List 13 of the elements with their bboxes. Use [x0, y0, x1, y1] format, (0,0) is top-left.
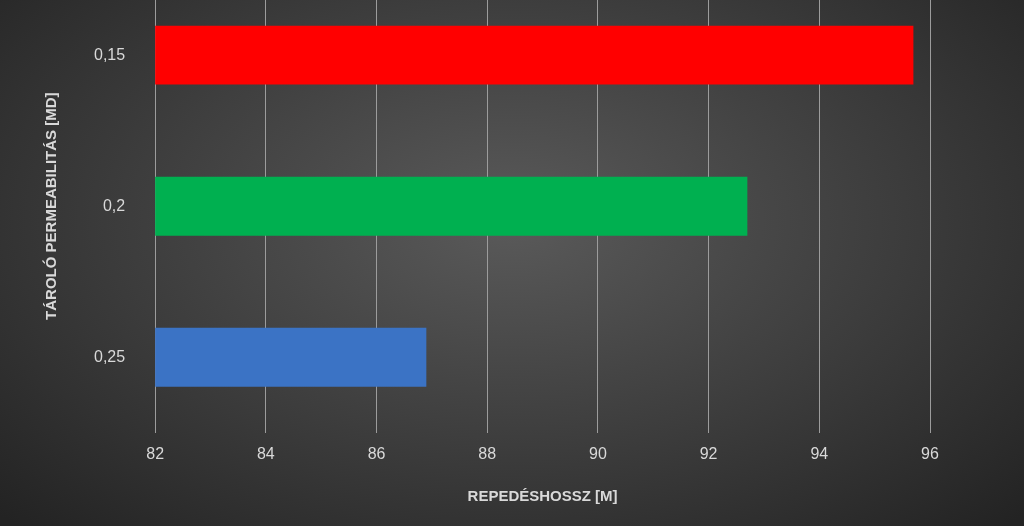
x-axis-title: REPEDÉSHOSSZ [M] — [467, 487, 618, 505]
x-tick-label: 96 — [921, 444, 939, 462]
x-tick-label: 88 — [478, 444, 497, 462]
x-tick-label: 82 — [146, 444, 165, 462]
x-tick-label: 94 — [810, 444, 829, 462]
x-tick-label: 84 — [256, 444, 275, 462]
y-tick-label: 0,25 — [94, 347, 126, 365]
y-tick-label: 0,2 — [102, 196, 126, 214]
y-tick-label: 0,15 — [94, 45, 126, 63]
y-axis-title: TÁROLÓ PERMEABILITÁS [MD] — [42, 92, 60, 320]
x-tick-label: 92 — [699, 444, 718, 462]
x-tick-label: 90 — [589, 444, 607, 462]
x-tick-label: 86 — [367, 444, 386, 462]
